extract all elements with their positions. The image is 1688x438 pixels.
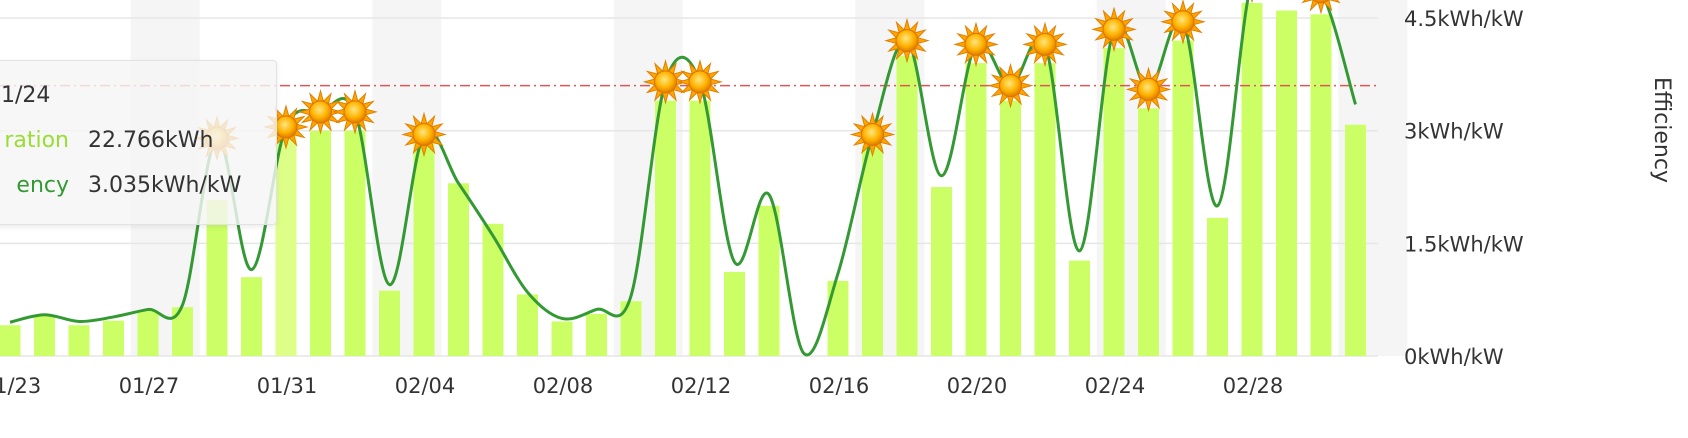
generation-bar bbox=[413, 141, 435, 356]
tooltip-series-name-efficiency: ency bbox=[16, 173, 69, 198]
generation-bar bbox=[241, 277, 262, 356]
generation-bar bbox=[172, 307, 193, 356]
generation-bar bbox=[379, 290, 400, 356]
x-tick-label: 02/28 bbox=[1223, 374, 1284, 398]
generation-bar bbox=[1207, 217, 1228, 356]
x-tick-label: 02/08 bbox=[533, 374, 594, 398]
generation-bars[interactable] bbox=[0, 3, 1366, 357]
tooltip-series-name-generation: ration bbox=[4, 128, 69, 153]
generation-bar bbox=[689, 100, 711, 356]
sun-marker-icon bbox=[1160, 0, 1206, 45]
generation-bar bbox=[1000, 100, 1021, 356]
y-tick-label: 1.5kWh/kW bbox=[1404, 232, 1524, 256]
y-axis-title: Efficiency bbox=[1649, 77, 1674, 183]
generation-bar bbox=[1138, 108, 1159, 356]
x-tick-label: 01/31 bbox=[257, 374, 318, 398]
generation-bar bbox=[68, 325, 90, 356]
generation-bar bbox=[931, 187, 952, 356]
generation-bar bbox=[1345, 124, 1366, 356]
x-tick-label: 01/27 bbox=[119, 374, 180, 398]
generation-bar bbox=[103, 320, 124, 356]
sun-marker-icon bbox=[1091, 6, 1137, 53]
generation-bar bbox=[655, 100, 676, 356]
sun-markers[interactable] bbox=[194, 0, 1342, 162]
generation-bar bbox=[551, 321, 573, 356]
generation-bar bbox=[965, 63, 987, 357]
generation-bar bbox=[1241, 3, 1263, 357]
generation-bar bbox=[0, 325, 21, 356]
generation-bar bbox=[275, 128, 297, 356]
y-tick-label: 4.5kWh/kW bbox=[1404, 7, 1524, 31]
generation-bar bbox=[758, 205, 780, 356]
sun-marker-icon bbox=[987, 62, 1034, 109]
generation-bar bbox=[724, 271, 745, 356]
chart-tooltip: 1/24 ration 22.766kWh ency 3.035kWh/kW bbox=[0, 60, 277, 225]
sun-marker-icon bbox=[1022, 21, 1068, 68]
generation-bar bbox=[344, 130, 366, 356]
x-tick-label: 02/16 bbox=[809, 374, 870, 398]
generation-bar bbox=[1034, 63, 1056, 357]
generation-bar bbox=[482, 223, 504, 356]
generation-bar bbox=[827, 280, 849, 356]
y-tick-label: 0kWh/kW bbox=[1404, 345, 1504, 369]
sun-marker-icon bbox=[1301, 0, 1341, 15]
x-tick-label: 02/24 bbox=[1085, 374, 1146, 398]
sun-marker-icon bbox=[1240, 0, 1264, 4]
generation-bar bbox=[620, 301, 642, 356]
generation-bar bbox=[1069, 260, 1090, 356]
x-tick-label: 02/20 bbox=[947, 374, 1008, 398]
x-axis-tick-labels: 01/23 01/27 01/31 02/04 02/08 02/12 02/16 02/20… bbox=[0, 374, 1283, 398]
tooltip-date: 1/24 bbox=[1, 83, 51, 108]
generation-bar bbox=[896, 55, 918, 356]
sun-marker-icon bbox=[884, 17, 930, 64]
generation-bar bbox=[448, 183, 469, 356]
x-tick-label: 02/04 bbox=[395, 374, 456, 398]
sun-marker-icon bbox=[332, 89, 378, 135]
sun-marker-icon bbox=[642, 58, 689, 105]
generation-bar bbox=[1276, 10, 1297, 356]
sun-marker-icon bbox=[1125, 66, 1172, 113]
x-tick-label: 01/23 bbox=[0, 374, 41, 398]
generation-bar bbox=[137, 310, 159, 356]
sun-marker-icon bbox=[953, 21, 999, 68]
generation-bar bbox=[517, 294, 538, 356]
y-axis-tick-labels: 0kWh/kW 1.5kWh/kW 3kWh/kW 4.5kWh/kW bbox=[1404, 7, 1524, 369]
y-tick-label: 3kWh/kW bbox=[1404, 120, 1504, 144]
generation-bar bbox=[206, 199, 228, 356]
generation-bar bbox=[1310, 14, 1332, 356]
sun-marker-icon bbox=[849, 111, 896, 158]
generation-bar bbox=[34, 316, 55, 356]
generation-bar bbox=[1172, 40, 1194, 357]
generation-bar bbox=[310, 130, 331, 356]
sun-marker-icon bbox=[401, 111, 447, 158]
x-tick-label: 02/12 bbox=[671, 374, 732, 398]
generation-bar bbox=[862, 145, 883, 356]
sun-marker-icon bbox=[677, 58, 723, 105]
generation-bar bbox=[1103, 48, 1125, 357]
tooltip-value-efficiency: 3.035kWh/kW bbox=[88, 173, 242, 198]
tooltip-value-generation: 22.766kWh bbox=[88, 128, 214, 153]
generation-bar bbox=[586, 313, 607, 356]
